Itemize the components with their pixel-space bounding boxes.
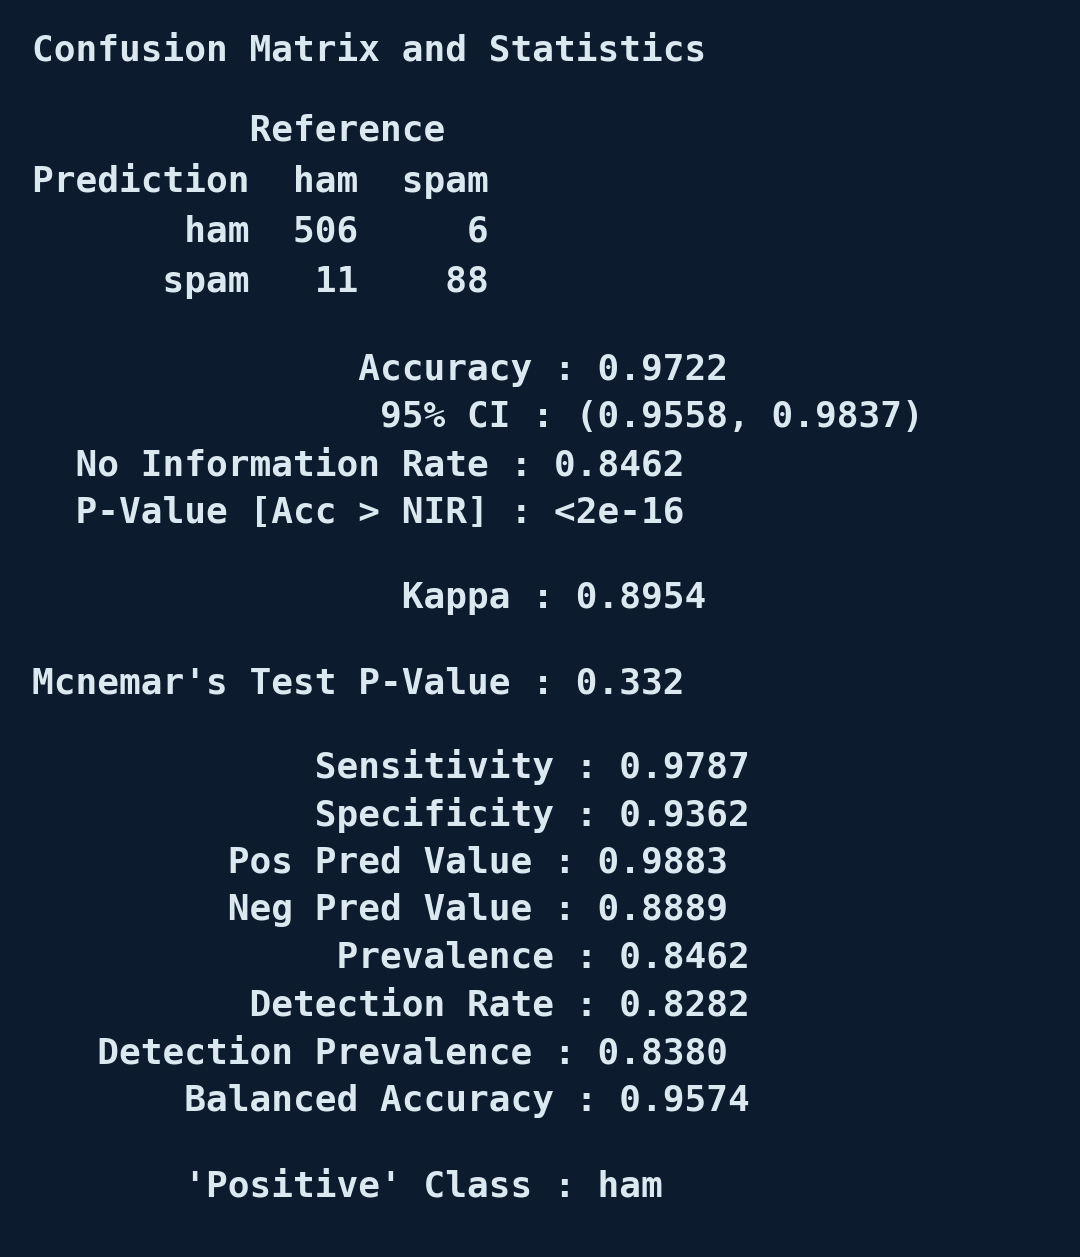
Text: Prediction  ham  spam: Prediction ham spam — [32, 163, 489, 199]
Text: Detection Prevalence : 0.8380: Detection Prevalence : 0.8380 — [32, 1036, 728, 1071]
Text: 'Positive' Class : ham: 'Positive' Class : ham — [32, 1169, 663, 1204]
Text: No Information Rate : 0.8462: No Information Rate : 0.8462 — [32, 447, 685, 483]
Text: Kappa : 0.8954: Kappa : 0.8954 — [32, 581, 706, 616]
Text: Sensitivity : 0.9787: Sensitivity : 0.9787 — [32, 749, 751, 784]
Text: Mcnemar's Test P-Value : 0.332: Mcnemar's Test P-Value : 0.332 — [32, 666, 685, 701]
Text: P-Value [Acc > NIR] : <2e-16: P-Value [Acc > NIR] : <2e-16 — [32, 495, 685, 530]
Text: 95% CI : (0.9558, 0.9837): 95% CI : (0.9558, 0.9837) — [32, 400, 924, 435]
Text: Balanced Accuracy : 0.9574: Balanced Accuracy : 0.9574 — [32, 1084, 751, 1119]
Text: Neg Pred Value : 0.8889: Neg Pred Value : 0.8889 — [32, 892, 728, 928]
Text: Accuracy : 0.9722: Accuracy : 0.9722 — [32, 352, 728, 387]
Text: Detection Rate : 0.8282: Detection Rate : 0.8282 — [32, 988, 751, 1023]
Text: ham  506     6: ham 506 6 — [32, 214, 489, 249]
Text: Prevalence : 0.8462: Prevalence : 0.8462 — [32, 940, 751, 975]
Text: Confusion Matrix and Statistics: Confusion Matrix and Statistics — [32, 33, 706, 68]
Text: Reference: Reference — [32, 113, 446, 148]
Text: Specificity : 0.9362: Specificity : 0.9362 — [32, 797, 751, 832]
Text: Pos Pred Value : 0.9883: Pos Pred Value : 0.9883 — [32, 845, 728, 880]
Text: spam   11    88: spam 11 88 — [32, 264, 489, 299]
